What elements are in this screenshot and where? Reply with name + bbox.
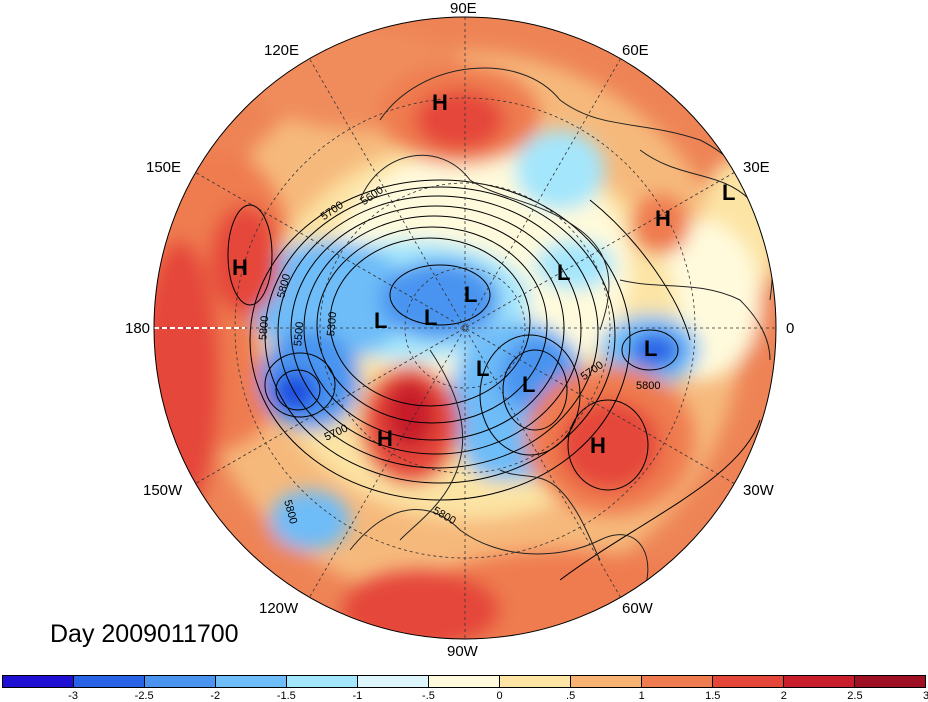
high-center: H — [590, 433, 606, 458]
contour-label: 5800 — [257, 315, 272, 341]
anomaly-field — [154, 17, 776, 639]
colorbar-box — [500, 676, 571, 687]
lon-label-30w: 30W — [743, 482, 774, 499]
colorbar-tick-label: 1.5 — [705, 690, 721, 702]
high-center: H — [432, 90, 448, 115]
colorbar-box — [358, 676, 429, 687]
colorbar-box — [287, 676, 358, 687]
colorbar-box — [713, 676, 784, 687]
colorbar-tick-label: .5 — [566, 690, 576, 702]
colorbar-tick-label: 2.5 — [847, 690, 863, 702]
low-center: L — [557, 260, 571, 285]
colorbar-tick-label: -.5 — [422, 690, 435, 702]
colorbar-box — [855, 676, 925, 687]
low-center: L — [374, 308, 388, 333]
lon-label-60w: 60W — [622, 600, 653, 617]
colorbar-tick-label: 3 — [922, 690, 928, 702]
colorbar-box — [3, 676, 74, 687]
colorbar-tick-label: -1 — [352, 690, 363, 702]
contour-label: 5500 — [292, 321, 307, 347]
low-center: L — [722, 180, 736, 205]
colorbar-tick-label: -2 — [210, 690, 221, 702]
low-center: L — [522, 372, 536, 397]
graticule — [154, 17, 776, 639]
lon-label-120w: 120W — [259, 600, 299, 617]
day-title: Day 2009011700 — [50, 620, 239, 648]
contour-label: 5800 — [636, 380, 661, 392]
low-center: L — [476, 356, 490, 381]
lon-label-180: 180 — [125, 320, 151, 337]
lon-label-90e: 90E — [450, 0, 477, 17]
colorbar-tick-label: 2 — [780, 690, 787, 702]
colorbar-tick-label: 0 — [496, 690, 503, 702]
colorbar-tick-label: 1 — [638, 690, 645, 702]
lon-label-0: 0 — [786, 320, 795, 337]
low-center: L — [644, 336, 658, 361]
colorbar — [2, 675, 926, 688]
colorbar-box — [784, 676, 855, 687]
map-border — [153, 16, 777, 640]
polar-map — [153, 16, 777, 640]
lon-label-60e: 60E — [622, 42, 649, 59]
lon-label-150e: 150E — [146, 159, 182, 176]
lon-label-90w: 90W — [447, 643, 478, 660]
colorbar-box — [429, 676, 500, 687]
high-center: H — [655, 206, 671, 231]
lon-label-30e: 30E — [743, 159, 770, 176]
height-contours — [227, 179, 761, 581]
colorbar-box — [216, 676, 287, 687]
high-center: H — [232, 255, 248, 280]
low-center: L — [464, 282, 478, 307]
lon-label-150w: 150W — [143, 482, 183, 499]
colorbar-box — [642, 676, 713, 687]
colorbar-tick-label: -3 — [68, 690, 78, 702]
low-center: L — [424, 305, 438, 330]
colorbar-box — [145, 676, 216, 687]
colorbar-box — [571, 676, 642, 687]
high-center: H — [377, 426, 393, 451]
lon-label-120e: 120E — [264, 42, 300, 59]
colorbar-tick-label: -2.5 — [134, 690, 154, 702]
colorbar-box — [74, 676, 145, 687]
contour-label: 5300 — [325, 311, 340, 337]
colorbar-tick-label: -1.5 — [276, 690, 296, 702]
